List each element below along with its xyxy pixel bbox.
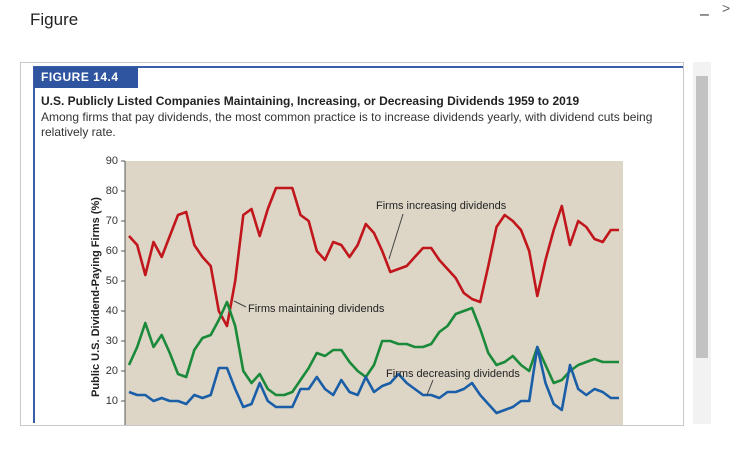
minimize[interactable]: –: [700, 6, 709, 23]
y-tick-label: 70: [106, 215, 118, 227]
y-tick-label: 30: [106, 335, 118, 347]
y-axis-label: Public U.S. Dividend-Paying Firms (%): [90, 197, 102, 397]
y-tick-label: 40: [106, 305, 118, 317]
heading: Figure: [30, 10, 79, 29]
plot-area: [125, 161, 623, 425]
scroll-thumb[interactable]: [696, 76, 708, 358]
next[interactable]: >: [722, 0, 731, 16]
series-line: [128, 186, 619, 328]
series-line: [128, 345, 619, 415]
annotation: Firms decreasing dividends: [386, 368, 520, 380]
chart-subtitle: Among firms that pay dividends, the most…: [41, 110, 653, 139]
annotation: Firms maintaining dividends: [248, 303, 385, 315]
y-tick-label: 50: [106, 275, 118, 287]
annotation-leader: [426, 379, 434, 396]
chart: 10 20 30 40 50 60 70 80 90 Public U.S. Dividend-P…: [90, 155, 623, 425]
chart-title: U.S. Publicly Listed Companies Maintaini…: [41, 94, 580, 108]
y-tick-label: 90: [106, 155, 118, 167]
figure-frame: [33, 66, 683, 423]
annotation-leader: [388, 213, 404, 260]
y-tick-label: 20: [106, 365, 118, 377]
annotation: Firms increasing dividends: [376, 200, 507, 212]
figure-panel: FIGURE 14.4 U.S. Publicly Listed Compani…: [20, 62, 684, 426]
y-tick-label: 60: [106, 245, 118, 257]
annotation-leader: [233, 300, 247, 308]
scrollbar[interactable]: [693, 62, 711, 424]
figure-label: FIGURE 14.4: [34, 67, 138, 88]
y-tick-label: 80: [106, 185, 118, 197]
y-tick-label: 10: [106, 395, 118, 407]
